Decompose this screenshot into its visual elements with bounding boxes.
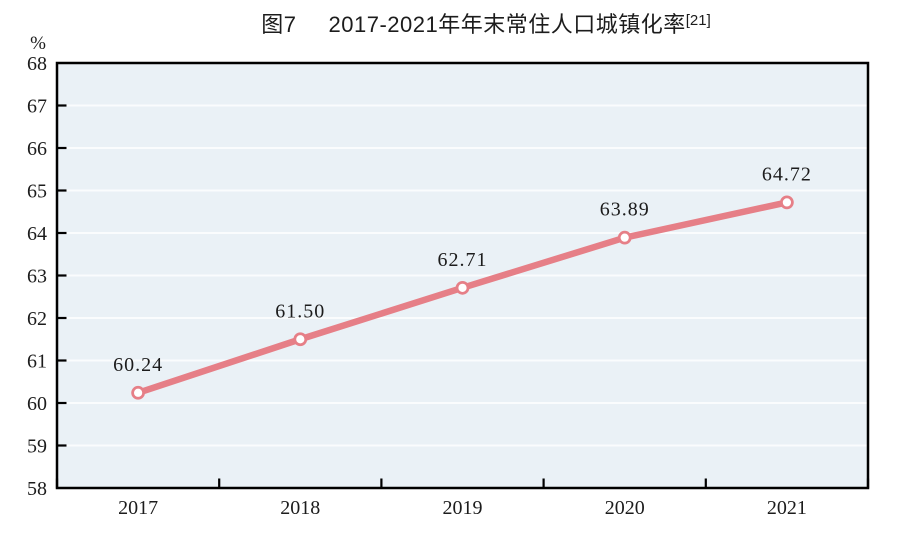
svg-text:61: 61	[27, 351, 47, 373]
svg-text:59: 59	[27, 436, 47, 458]
svg-text:67: 67	[27, 96, 47, 118]
svg-text:2017: 2017	[118, 497, 158, 519]
svg-text:2021: 2021	[767, 497, 807, 519]
svg-text:61.50: 61.50	[275, 300, 325, 322]
svg-text:60.24: 60.24	[113, 354, 163, 376]
gridlines	[57, 104, 868, 447]
svg-text:64: 64	[27, 223, 47, 245]
x-tick-labels: 2017 2018 2019 2020 2021	[118, 497, 807, 519]
svg-text:65: 65	[27, 181, 47, 203]
svg-text:2020: 2020	[605, 497, 645, 519]
svg-text:68: 68	[27, 53, 47, 75]
chart-title-text: 2017-2021年年末常住人口城镇化率	[328, 12, 686, 37]
svg-text:64.72: 64.72	[762, 163, 812, 185]
svg-text:60: 60	[27, 393, 47, 415]
chart-title: 图7 2017-2021年年末常住人口城镇化率[21]	[261, 7, 711, 39]
axes	[55, 61, 870, 490]
data-labels: 60.24 61.50 62.71 63.89 64.72	[113, 163, 812, 376]
svg-text:62.71: 62.71	[438, 249, 488, 271]
data-point-markers	[131, 195, 794, 400]
svg-text:66: 66	[27, 138, 47, 160]
svg-text:63: 63	[27, 266, 47, 288]
y-axis-unit-label: %	[30, 33, 46, 54]
svg-text:2018: 2018	[280, 497, 320, 519]
title-footnote-ref: [21]	[685, 12, 711, 29]
svg-text:63.89: 63.89	[600, 199, 650, 221]
figure-number: 图7	[261, 12, 297, 37]
svg-text:2019: 2019	[443, 497, 483, 519]
y-tick-labels: 58 59 60 61 62 63 64 65 66 67 68	[27, 53, 47, 500]
svg-text:62: 62	[27, 308, 47, 330]
svg-text:58: 58	[27, 478, 47, 500]
